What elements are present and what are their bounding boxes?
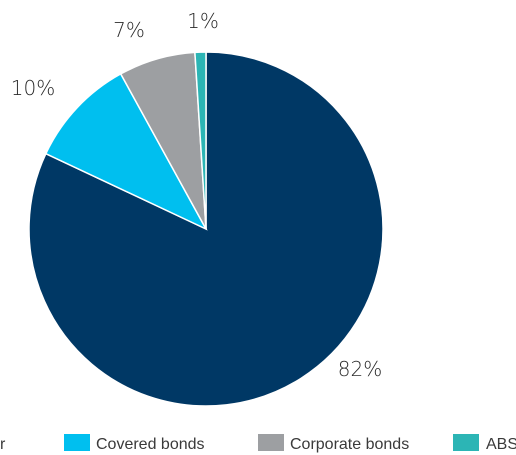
pie-slice-2 — [44, 72, 208, 231]
slice-label-3: 7% — [113, 18, 145, 42]
legend-item-3: Corporate bonds — [258, 434, 409, 453]
legend-label-2: Covered bonds — [96, 436, 205, 453]
legend-item-2: Covered bonds — [64, 434, 205, 453]
legend: r Covered bonds Corporate bonds ABS — [0, 434, 516, 453]
legend-item-4: ABS — [453, 434, 516, 453]
legend-item-1: r — [0, 436, 6, 453]
slice-label-1: 82% — [338, 357, 382, 381]
slice-label-4: 1% — [187, 9, 219, 33]
legend-label-1: r — [0, 436, 6, 453]
legend-swatch-2 — [64, 434, 90, 451]
legend-label-3: Corporate bonds — [290, 436, 409, 453]
pie-slice-4 — [194, 51, 207, 230]
slice-label-2: 10% — [11, 76, 55, 100]
legend-swatch-4 — [453, 434, 479, 451]
pie-slices — [28, 51, 384, 407]
legend-swatch-3 — [258, 434, 284, 451]
pie-slice-1 — [28, 51, 384, 407]
legend-label-4: ABS — [486, 436, 516, 453]
pie-labels: 82% 10% 7% 1% — [11, 9, 382, 381]
